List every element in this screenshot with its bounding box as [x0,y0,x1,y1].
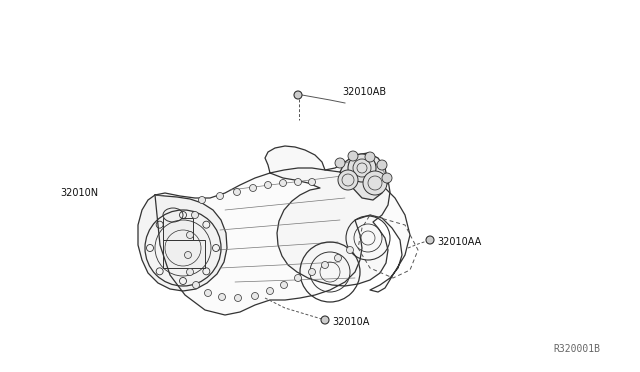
Text: 32010N: 32010N [60,188,98,198]
Circle shape [193,282,200,289]
Circle shape [348,151,358,161]
Circle shape [321,262,328,269]
Bar [163,240,205,268]
Text: 32010AB: 32010AB [342,87,386,97]
Circle shape [321,316,329,324]
Circle shape [363,171,387,195]
Circle shape [250,185,257,192]
Circle shape [234,189,241,196]
Circle shape [294,179,301,186]
Circle shape [205,289,211,296]
Circle shape [338,170,358,190]
Text: 32010AA: 32010AA [437,237,481,247]
Circle shape [308,269,316,276]
Circle shape [266,288,273,295]
Circle shape [280,282,287,289]
Circle shape [308,179,316,186]
Bar [163,218,193,240]
Circle shape [377,160,387,170]
Circle shape [264,182,271,189]
Circle shape [335,158,345,168]
Polygon shape [138,195,227,291]
Circle shape [218,294,225,301]
Text: 32010A: 32010A [332,317,369,327]
Circle shape [186,231,193,238]
Circle shape [348,154,376,182]
Circle shape [280,180,287,186]
Circle shape [184,251,191,259]
Circle shape [382,173,392,183]
Polygon shape [265,146,390,286]
Circle shape [426,236,434,244]
Circle shape [234,295,241,301]
Circle shape [365,152,375,162]
Ellipse shape [163,208,183,222]
Circle shape [198,196,205,203]
Circle shape [186,269,193,276]
Circle shape [294,91,302,99]
Polygon shape [340,153,388,200]
Polygon shape [155,168,410,315]
Circle shape [335,254,342,262]
Circle shape [252,292,259,299]
Circle shape [191,212,198,218]
Circle shape [216,192,223,199]
Circle shape [346,247,353,253]
Circle shape [294,275,301,282]
Text: R320001B: R320001B [553,344,600,354]
